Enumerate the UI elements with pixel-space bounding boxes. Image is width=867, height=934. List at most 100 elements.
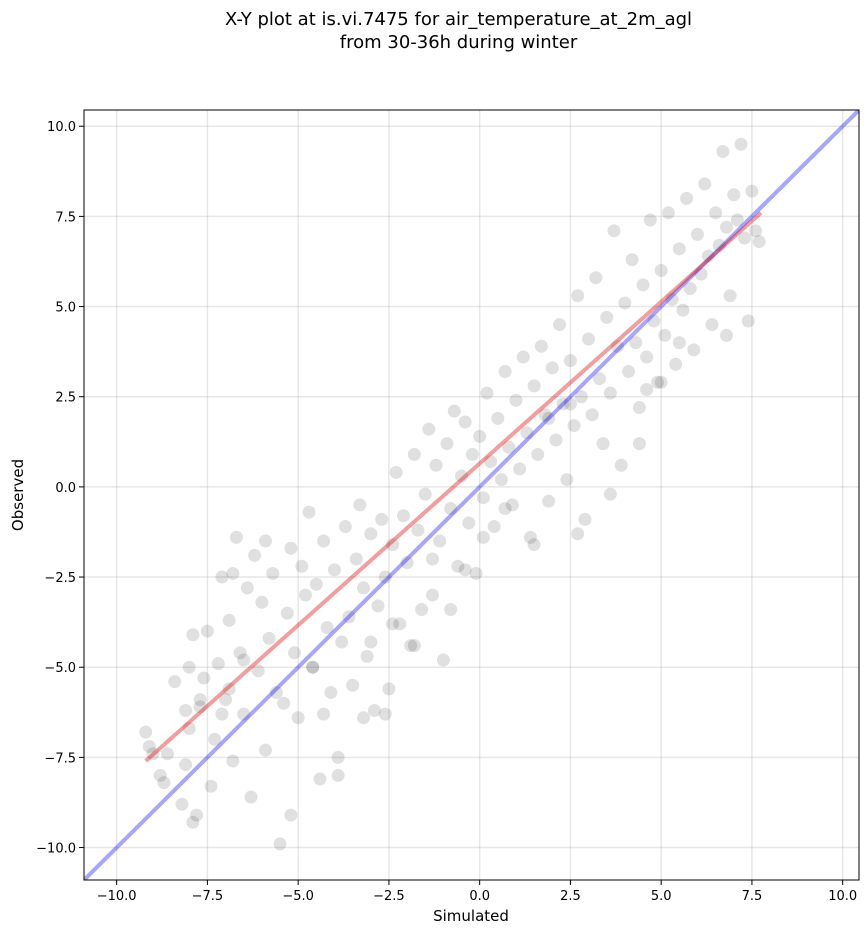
data-point <box>215 570 229 584</box>
x-tick-label: −7.5 <box>192 889 224 904</box>
data-point <box>625 253 639 267</box>
data-point <box>665 292 679 306</box>
data-point <box>179 758 193 772</box>
data-point <box>226 566 240 580</box>
y-axis-label: Observed <box>9 459 27 531</box>
data-point <box>182 722 196 736</box>
data-point <box>687 343 701 357</box>
data-point <box>629 336 643 350</box>
data-point <box>168 675 182 689</box>
regression-line <box>144 211 763 763</box>
data-point <box>585 408 599 422</box>
data-point <box>190 808 204 822</box>
data-point <box>571 289 585 303</box>
data-point <box>654 263 668 277</box>
x-tick-label: 10.0 <box>828 889 857 904</box>
reference-lines <box>84 110 859 880</box>
data-point <box>393 617 407 631</box>
x-axis-label: Simulated <box>433 907 509 925</box>
data-point <box>560 473 574 487</box>
data-point <box>186 815 200 829</box>
data-point <box>582 332 596 346</box>
y-tick-label: 0.0 <box>55 481 76 496</box>
y-tick-label: 7.5 <box>55 210 76 225</box>
x-tick-label: 5.0 <box>651 889 672 904</box>
data-point <box>513 462 527 476</box>
data-point <box>592 372 606 386</box>
data-point <box>484 455 498 469</box>
data-point <box>651 375 665 389</box>
data-point <box>694 267 708 281</box>
data-point <box>240 581 254 595</box>
data-point <box>284 541 298 555</box>
data-point <box>720 220 734 234</box>
data-point <box>306 660 320 674</box>
x-tick-label: 0.0 <box>469 889 490 904</box>
data-point <box>357 581 371 595</box>
data-point <box>146 747 160 761</box>
data-point <box>636 278 650 292</box>
data-point <box>690 227 704 241</box>
data-point <box>208 732 222 746</box>
chart-subtitle: from 30-36h during winter <box>339 32 578 53</box>
data-point <box>200 624 214 638</box>
data-point <box>578 512 592 526</box>
data-point <box>720 328 734 342</box>
data-point <box>382 682 396 696</box>
x-tick-label: −10.0 <box>97 889 137 904</box>
data-point <box>139 725 153 739</box>
data-point <box>367 703 381 717</box>
data-point <box>556 397 570 411</box>
data-point <box>324 685 338 699</box>
grid <box>84 110 859 880</box>
data-point <box>683 282 697 296</box>
x-tick-label: −2.5 <box>373 889 405 904</box>
data-point <box>618 296 632 310</box>
data-point <box>378 570 392 584</box>
y-tick-label: −2.5 <box>44 571 76 586</box>
data-point <box>327 563 341 577</box>
data-point <box>338 520 352 534</box>
y-tick-label: −10.0 <box>36 842 76 857</box>
data-point <box>386 538 400 552</box>
data-point <box>734 137 748 151</box>
data-point <box>407 447 421 461</box>
data-point <box>741 314 755 328</box>
data-point <box>527 538 541 552</box>
y-tick-label: 10.0 <box>47 120 76 135</box>
chart-title-line-1: X-Y plot at is.vi.7475 for air_temperatu… <box>224 9 693 30</box>
data-point <box>204 779 218 793</box>
data-point <box>211 657 225 671</box>
data-point <box>749 224 763 238</box>
data-point <box>669 357 683 371</box>
data-point <box>716 144 730 158</box>
x-tick-label: 2.5 <box>560 889 581 904</box>
data-point <box>266 566 280 580</box>
data-point <box>542 411 556 425</box>
data-point <box>375 512 389 526</box>
data-point <box>411 523 425 537</box>
data-point <box>389 465 403 479</box>
data-point <box>295 559 309 573</box>
data-point <box>672 242 686 256</box>
data-point <box>251 664 265 678</box>
data-point <box>360 649 374 663</box>
data-point <box>647 314 661 328</box>
data-point <box>331 750 345 764</box>
data-point <box>520 426 534 440</box>
data-point <box>603 487 617 501</box>
data-point <box>175 797 189 811</box>
data-point <box>531 447 545 461</box>
data-point <box>160 747 174 761</box>
data-point <box>498 364 512 378</box>
data-point <box>680 191 694 205</box>
data-point <box>701 249 715 263</box>
data-point <box>632 437 646 451</box>
data-point <box>738 231 752 245</box>
data-point <box>306 660 320 674</box>
data-point <box>262 631 276 645</box>
data-point <box>542 494 556 508</box>
data-point <box>186 628 200 642</box>
data-point <box>422 422 436 436</box>
data-point <box>284 808 298 822</box>
